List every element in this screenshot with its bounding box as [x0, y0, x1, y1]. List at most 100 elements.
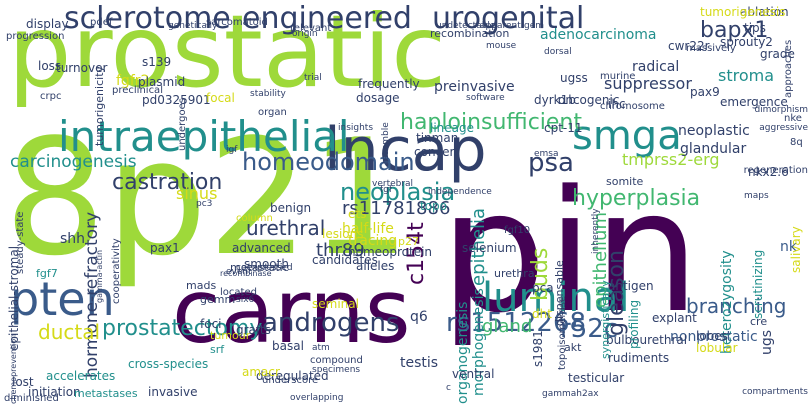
- word-radical: radical: [632, 59, 680, 75]
- word-adenocarcinoma: adenocarcinoma: [540, 27, 657, 43]
- word-bulbourethral: bulbourethral: [606, 333, 688, 347]
- word-8q: 8q: [790, 137, 803, 148]
- word-dorsal: dorsal: [544, 47, 572, 57]
- word-maps: maps: [744, 191, 769, 201]
- word-engineered: engineered: [242, 1, 412, 36]
- word-regeneration: regeneration: [743, 165, 808, 176]
- word-gem: gem: [524, 21, 545, 31]
- word-rs11781886: rs11781886: [342, 198, 451, 219]
- word-salivary: salivary: [789, 226, 803, 273]
- word-dht: dht: [532, 307, 552, 321]
- word-cooperativity: cooperativity: [111, 238, 122, 304]
- word-tmprss2-erg: tmprss2-erg: [622, 150, 720, 169]
- word-q6: q6: [410, 309, 428, 325]
- word-gland: gland: [482, 316, 533, 337]
- word-compound: compound: [310, 355, 363, 366]
- word-apparent: apparent: [480, 21, 521, 31]
- word-massively: massively: [686, 43, 736, 54]
- word-neoplasia: neoplasia: [340, 178, 456, 206]
- word-sinus: sinus: [176, 184, 218, 203]
- word-lobular: lobular: [696, 341, 738, 355]
- word-emsa: emsa: [534, 149, 559, 159]
- word-dimorphism: dimorphism: [754, 105, 808, 115]
- word-basal: basal: [272, 339, 304, 353]
- word-lesions: lesions: [322, 227, 364, 241]
- word-dosage: dosage: [356, 91, 400, 105]
- word-relevant: relevant: [290, 23, 332, 34]
- word-insights: insights: [338, 123, 374, 133]
- word-specimens: specimens: [312, 365, 361, 375]
- word-igf: igf: [226, 145, 238, 155]
- word-gamma-actin: gamma-actin: [95, 249, 104, 303]
- word-tips: tips: [744, 21, 766, 35]
- word-pax9: pax9: [690, 85, 720, 99]
- word-pin: pin: [440, 154, 700, 350]
- word-software: software: [466, 93, 505, 103]
- word-glandular: glandular: [680, 141, 747, 157]
- word-half-life: half-life: [342, 221, 394, 237]
- word-metastases: metastases: [74, 387, 138, 400]
- word-s1981: s1981: [531, 330, 545, 367]
- word-preclinical: preclinical: [112, 85, 163, 96]
- word-recombinase: recombinase: [220, 269, 272, 278]
- word-tumour: tumour: [210, 329, 251, 342]
- word-steady-state: steady-state: [15, 211, 26, 274]
- word-pd0325901: pd0325901: [142, 93, 211, 107]
- word-preinvasive: preinvasive: [434, 79, 515, 95]
- word-urethra: urethra: [494, 267, 535, 280]
- word-amacr: amacr: [242, 365, 280, 379]
- word-dyrk1b: dyrk1b: [534, 93, 576, 107]
- word-lost: lost: [12, 375, 34, 389]
- word-resemble: resemble: [381, 122, 391, 164]
- word-cre: cre: [750, 315, 768, 328]
- word-explant: explant: [652, 311, 697, 325]
- word-event: event: [226, 267, 252, 277]
- word-trial: trial: [304, 73, 322, 83]
- word-sarcomatoid: sarcomatoid: [206, 17, 268, 28]
- word-focal: focal: [206, 91, 235, 105]
- word-crpc: crpc: [40, 91, 62, 102]
- word-selenium: selenium: [462, 241, 517, 255]
- word-topo: topo: [420, 199, 448, 213]
- word-nonprostatic: nonprostatic: [670, 329, 758, 345]
- word-pca: pca: [532, 281, 554, 295]
- word-antigen: antigen: [608, 279, 654, 293]
- word-lobes: lobes: [696, 329, 728, 343]
- word-grafts: grafts: [236, 323, 271, 337]
- word-castration: castration: [112, 170, 223, 195]
- word-shh: shh: [60, 231, 86, 247]
- word-inherently: inherently: [591, 208, 601, 254]
- word-hyperplasia: hyperplasia: [572, 186, 701, 211]
- word-independence: independence: [428, 187, 492, 197]
- word-frequently: frequently: [358, 77, 420, 91]
- word-ugss: ugss: [560, 71, 588, 85]
- word-six6: six6: [236, 295, 255, 305]
- word-profiling: profiling: [627, 299, 641, 349]
- word-alleles: alleles: [356, 259, 395, 273]
- word-psa: psa: [528, 148, 574, 178]
- word-ugs: ugs: [759, 329, 775, 355]
- word-loss: loss: [38, 59, 62, 73]
- word-approaches: approaches: [783, 39, 794, 98]
- word-initiation: initiation: [28, 385, 81, 399]
- word-grade: grade: [760, 47, 795, 61]
- word-ihc: ihc: [608, 97, 626, 111]
- word-rudiments: rudiments: [608, 351, 670, 365]
- word-carcinogenesis: carcinogenesis: [10, 152, 137, 172]
- word-scrutinizing: scrutinizing: [751, 249, 765, 319]
- word-accelerates: accelerates: [46, 369, 116, 383]
- word-urogenital: urogenital: [432, 1, 585, 36]
- word-chromosome: chromosome: [600, 101, 665, 112]
- word-testis: testis: [400, 355, 439, 371]
- word-homeodomain: homeodomain: [242, 148, 415, 176]
- word-stability: stability: [250, 89, 286, 99]
- word-display: display: [26, 17, 69, 31]
- word-tumorigenesis: tumorigenesis: [700, 5, 786, 19]
- word-akt: akt: [564, 341, 582, 354]
- word-androgens: androgens: [262, 308, 400, 338]
- word-8p21: 8p21: [4, 104, 411, 291]
- word-plasmid: plasmid: [138, 75, 186, 89]
- word-ets: ets: [348, 207, 367, 221]
- word-mads: mads: [186, 279, 217, 292]
